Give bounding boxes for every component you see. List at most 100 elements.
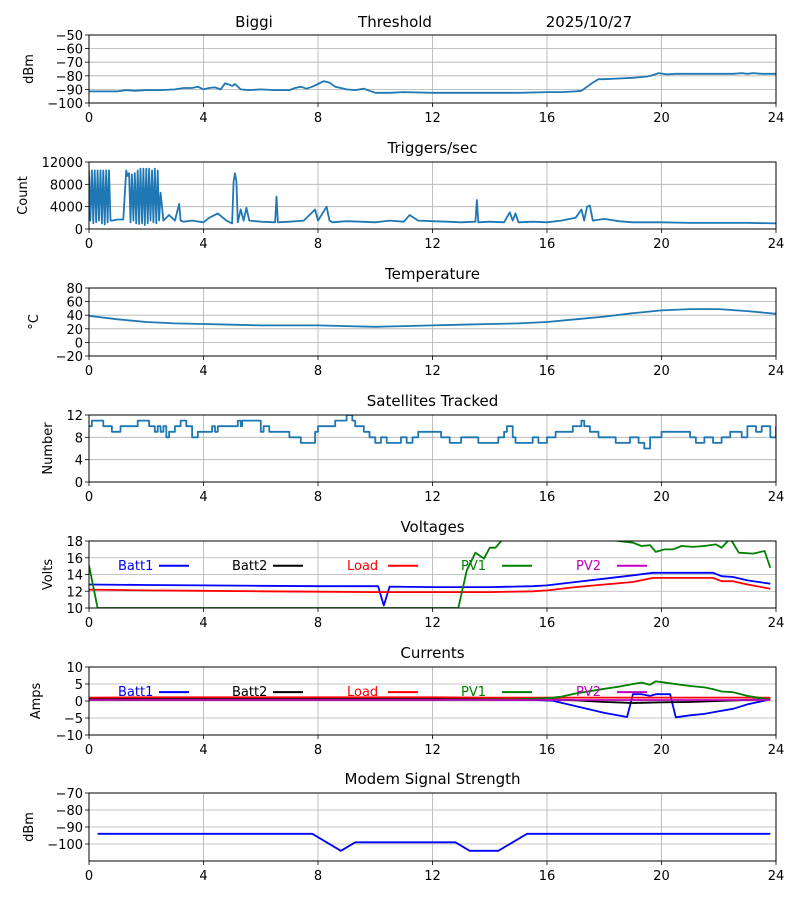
y-tick-label: 20	[66, 323, 83, 338]
x-tick-label: 24	[768, 237, 785, 252]
y-tick-label: −100	[47, 97, 83, 112]
y-axis-label: Count	[16, 176, 31, 215]
x-tick-label: 8	[314, 616, 322, 631]
x-tick-label: 8	[314, 364, 322, 379]
y-tick-label: 8000	[50, 178, 83, 193]
header-station: Biggi	[235, 13, 273, 31]
y-tick-label: −90	[56, 83, 83, 98]
x-tick-label: 4	[199, 490, 207, 505]
y-tick-label: 4000	[50, 201, 83, 216]
series-group	[89, 680, 771, 719]
y-tick-label: −70	[56, 56, 83, 71]
y-tick-label: 0	[75, 223, 83, 238]
y-tick-label: 4	[75, 454, 83, 469]
y-tick-label: 18	[66, 535, 83, 550]
x-tick-label: 0	[85, 237, 93, 252]
y-tick-label: 0	[75, 336, 83, 351]
x-tick-label: 24	[768, 364, 785, 379]
x-tick-label: 8	[314, 490, 322, 505]
x-tick-label: 0	[85, 111, 93, 126]
x-tick-label: 24	[768, 616, 785, 631]
x-tick-label: 16	[539, 111, 556, 126]
y-tick-label: 60	[66, 296, 83, 311]
y-tick-label: 12000	[42, 156, 83, 171]
panel-signal: 0 4 8 12 16 20 24 −100−90−80−70−60−50 dBm	[22, 29, 784, 126]
y-axis-label: °C	[27, 314, 42, 330]
x-tick-label: 12	[424, 743, 441, 758]
y-axis-label: Amps	[29, 682, 44, 719]
legend-label-batt2: Batt2	[232, 559, 267, 574]
y-tick-label: −80	[56, 70, 83, 85]
x-tick-label: 16	[539, 490, 556, 505]
x-tick-label: 12	[424, 364, 441, 379]
x-tick-label: 8	[314, 111, 322, 126]
panel-modem: 0 4 8 12 16 20 24 −100 −90 −80 −70 Modem Signal Str…	[22, 770, 784, 884]
y-axis-label: dBm	[22, 812, 37, 842]
series-line-satellites	[89, 415, 776, 450]
x-tick-label: 16	[539, 616, 556, 631]
header-date: 2025/10/27	[546, 13, 632, 31]
y-tick-label: 10	[66, 602, 83, 617]
x-tick-label: 20	[653, 616, 670, 631]
series-group	[89, 541, 772, 608]
y-tick-label: 12	[66, 409, 83, 424]
y-tick-label: 80	[66, 282, 83, 297]
chart-title: Temperature	[384, 265, 480, 283]
chart-title: Currents	[400, 644, 464, 662]
x-tick-label: 4	[199, 616, 207, 631]
legend-label-load: Load	[347, 685, 378, 700]
x-tick-label: 24	[768, 111, 785, 126]
y-tick-label: 14	[66, 569, 83, 584]
y-tick-label: 0	[75, 695, 83, 710]
y-tick-label: −50	[56, 29, 83, 44]
x-tick-label: 16	[539, 743, 556, 758]
x-tick-label: 12	[424, 111, 441, 126]
legend-label-pv2: PV2	[576, 559, 601, 574]
y-tick-label: −20	[56, 350, 83, 365]
x-tick-label: 0	[85, 869, 93, 884]
x-tick-label: 20	[653, 364, 670, 379]
x-tick-label: 4	[199, 364, 207, 379]
x-tick-label: 8	[314, 869, 322, 884]
series-group	[89, 72, 776, 94]
x-tick-label: 4	[199, 869, 207, 884]
x-tick-label: 8	[314, 237, 322, 252]
series-group	[97, 832, 771, 852]
chart-title: Modem Signal Strength	[345, 770, 521, 788]
y-tick-label: −90	[56, 821, 83, 836]
panel-satellites: 0 4 8 12 16 20 24 0 4 8 12 Satellites Tracked Number	[41, 392, 784, 505]
x-tick-label: 0	[85, 364, 93, 379]
y-tick-label: −70	[56, 787, 83, 802]
x-tick-label: 24	[768, 869, 785, 884]
legend-label-batt2: Batt2	[232, 685, 267, 700]
series-line-modem	[97, 832, 771, 852]
x-tick-label: 4	[199, 111, 207, 126]
series-line-pv1	[89, 541, 772, 608]
x-tick-label: 16	[539, 237, 556, 252]
x-tick-label: 12	[424, 616, 441, 631]
x-tick-label: 12	[424, 237, 441, 252]
x-tick-label: 20	[653, 743, 670, 758]
series-line-temperature	[89, 308, 776, 328]
series-group	[89, 415, 776, 450]
series-line-batt2	[89, 698, 771, 704]
y-tick-label: −5	[64, 712, 83, 727]
y-axis-label: Number	[41, 422, 56, 475]
y-axis-label: dBm	[22, 54, 37, 84]
legend-label-pv1: PV1	[461, 685, 486, 700]
chart-title: Voltages	[400, 518, 464, 536]
series-group	[89, 167, 776, 227]
x-tick-label: 8	[314, 743, 322, 758]
x-tick-label: 20	[653, 111, 670, 126]
legend-label-load: Load	[347, 559, 378, 574]
series-line-load	[89, 577, 771, 593]
series-line-triggers	[89, 167, 776, 227]
x-tick-label: 24	[768, 743, 785, 758]
x-tick-label: 24	[768, 490, 785, 505]
y-tick-label: −60	[56, 43, 83, 58]
y-tick-label: 8	[75, 431, 83, 446]
y-axis-label: Volts	[41, 559, 56, 591]
x-tick-label: 4	[199, 743, 207, 758]
